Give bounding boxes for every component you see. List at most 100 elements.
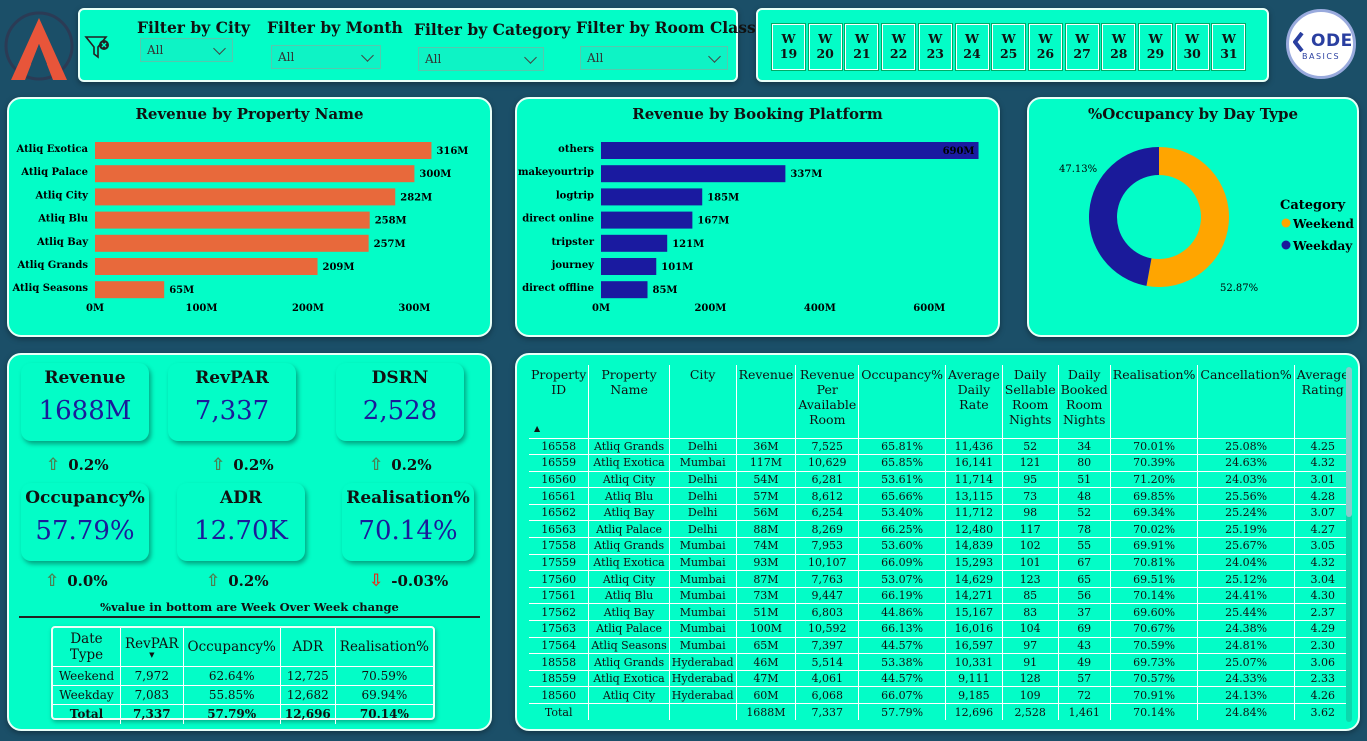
platform-bar-chart: others 690M makeyourtrip 337M logtrip 185M dir… <box>518 142 979 314</box>
table-scrollbar[interactable] <box>1346 367 1352 722</box>
bar[interactable] <box>601 234 668 252</box>
week-button[interactable]: W 22 <box>881 23 917 71</box>
table-row[interactable]: 17559 Atliq Exotica Mumbai 93M 10,107 66.09% 1… <box>529 553 1351 571</box>
bar[interactable] <box>601 281 648 299</box>
table-row[interactable]: 16563 Atliq Palace Delhi 88M 8,269 66.25% 12,4… <box>529 520 1351 538</box>
week-label: W 19 <box>779 31 798 61</box>
week-label: W 29 <box>1146 31 1165 61</box>
column-header[interactable]: Cancellation% <box>1197 365 1295 438</box>
column-header[interactable]: City <box>669 365 737 438</box>
table-cell: 52 <box>1002 437 1059 455</box>
sort-desc-icon[interactable]: ▼ <box>149 651 155 659</box>
sort-asc-icon[interactable]: ▲ <box>534 423 541 433</box>
table-cell: Mumbai <box>669 603 737 621</box>
slice-weekend[interactable] <box>1146 147 1229 287</box>
table-cell: 2.33 <box>1294 669 1351 687</box>
table-row[interactable]: 17562 Atliq Bay Mumbai 51M 6,803 44.86% 15,167… <box>529 603 1351 621</box>
table-cell: 69.60% <box>1110 603 1199 621</box>
table-row[interactable]: 16560 Atliq City Delhi 54M 6,281 53.61% 11,714… <box>529 470 1351 488</box>
week-button[interactable]: W 27 <box>1064 23 1100 71</box>
room-class-dropdown[interactable]: All <box>580 46 728 70</box>
table-row[interactable]: 17558 Atliq Grands Mumbai 74M 7,953 53.60% 14,… <box>529 537 1351 555</box>
bar[interactable] <box>95 211 370 229</box>
column-header[interactable]: Realisation% <box>335 628 433 667</box>
column-header[interactable]: Revenue Per Available Room <box>795 365 860 438</box>
city-dropdown[interactable]: All <box>140 38 233 62</box>
week-button[interactable]: W 24 <box>954 23 990 71</box>
table-cell: 43 <box>1058 636 1111 654</box>
kpi-change: ⇧ 0.2% <box>369 455 432 475</box>
column-header[interactable]: Average Daily Rate <box>945 365 1003 438</box>
week-button[interactable]: W 30 <box>1174 23 1210 71</box>
column-header[interactable]: Revenue <box>736 365 797 438</box>
bar[interactable] <box>95 281 165 299</box>
table-cell: 11,714 <box>945 470 1003 488</box>
category-label: Atliq Palace <box>20 167 88 178</box>
column-header[interactable]: Realisation% <box>1110 365 1199 438</box>
column-header[interactable]: RevPAR ▼ <box>120 628 184 667</box>
bar[interactable] <box>601 211 693 229</box>
week-button[interactable]: W 26 <box>1027 23 1063 71</box>
week-button[interactable]: W 31 <box>1211 23 1247 71</box>
column-header[interactable]: Daily Booked Room Nights <box>1058 365 1111 438</box>
table-row[interactable]: 17564 Atliq Seasons Mumbai 65M 7,397 44.57% 16… <box>529 636 1351 654</box>
total-cell: Total <box>529 703 590 721</box>
table-cell: 67 <box>1058 553 1111 571</box>
week-button[interactable]: W 28 <box>1101 23 1137 71</box>
column-header-label: Daily Sellable Room Nights <box>1004 367 1056 427</box>
kpi-change-value: 0.2% <box>391 456 432 474</box>
table-row[interactable]: 17561 Atliq Blu Mumbai 73M 9,447 66.19% 14,271… <box>529 586 1351 604</box>
table-cell: 51 <box>1058 470 1111 488</box>
week-button[interactable]: W 29 <box>1138 23 1173 71</box>
scrollbar-thumb[interactable] <box>1346 367 1352 517</box>
table-row[interactable]: 16559 Atliq Exotica Mumbai 117M 10,629 65.85%… <box>529 454 1351 472</box>
table-row[interactable]: 17560 Atliq City Mumbai 87M 7,763 53.07% 14,62… <box>529 570 1351 588</box>
week-button[interactable]: W 23 <box>917 23 953 71</box>
table-row[interactable]: 18558 Atliq Grands Hyderabad 46M 5,514 53.38%… <box>529 653 1351 671</box>
column-header[interactable]: Occupancy% <box>858 365 946 438</box>
column-header[interactable]: Property ID ▲ <box>529 365 590 438</box>
category-dropdown[interactable]: All <box>418 47 544 71</box>
bar[interactable] <box>95 234 369 252</box>
table-row[interactable]: 18559 Atliq Exotica Hyderabad 47M 4,061 44.57… <box>529 669 1351 687</box>
bar[interactable] <box>601 165 786 183</box>
column-header[interactable]: ADR <box>280 628 336 667</box>
kpi-change-value: -0.03% <box>391 572 449 590</box>
kpi-title: Revenue <box>44 368 126 388</box>
bar[interactable] <box>601 188 703 206</box>
table-cell: 44.86% <box>858 603 946 621</box>
kpi-title: ADR <box>219 488 263 508</box>
month-dropdown[interactable]: All <box>271 45 381 69</box>
bar[interactable] <box>95 142 432 159</box>
chevron-down-icon <box>361 49 374 62</box>
week-button[interactable]: W 21 <box>844 23 880 71</box>
bar[interactable] <box>601 142 979 159</box>
column-header[interactable]: Daily Sellable Room Nights <box>1002 365 1059 438</box>
week-button[interactable]: W 20 <box>807 23 843 71</box>
table-cell: 52 <box>1058 503 1111 521</box>
legend-item[interactable]: Weekend <box>1292 217 1354 231</box>
bar[interactable] <box>95 258 318 275</box>
column-header[interactable]: Occupancy% <box>183 628 281 667</box>
table-row[interactable]: 17563 Atliq Palace Mumbai 100M 10,592 66.13% 1… <box>529 620 1351 638</box>
x-tick-label: 200M <box>694 303 726 314</box>
week-button[interactable]: W 25 <box>991 23 1027 71</box>
column-header[interactable]: Average Rating <box>1294 365 1350 438</box>
clear-filter-icon[interactable] <box>84 32 114 62</box>
table-cell: 9,185 <box>945 686 1003 704</box>
bar[interactable] <box>95 165 415 183</box>
week-button[interactable]: W 19 <box>771 23 806 71</box>
column-header[interactable]: Date Type <box>53 628 121 667</box>
chevron-down-icon <box>213 42 226 55</box>
bar[interactable] <box>95 188 396 206</box>
table-row[interactable]: 16558 Atliq Grands Delhi 36M 7,525 65.81% 11,4… <box>529 437 1351 455</box>
bar[interactable] <box>601 258 657 275</box>
table-row[interactable]: 16562 Atliq Bay Delhi 56M 6,254 53.40% 11,712 9… <box>529 503 1351 521</box>
table-cell: 4.29 <box>1294 620 1351 638</box>
slice-weekday[interactable] <box>1089 147 1159 286</box>
legend-item[interactable]: Weekday <box>1292 239 1353 253</box>
table-row[interactable]: 16561 Atliq Blu Delhi 57M 8,612 65.66% 13,115 7… <box>529 487 1351 505</box>
table-row[interactable]: 18560 Atliq City Hyderabad 60M 6,068 66.07% 9,… <box>529 686 1351 704</box>
x-tick-label: 300M <box>398 303 430 314</box>
column-header[interactable]: Property Name <box>588 365 670 438</box>
